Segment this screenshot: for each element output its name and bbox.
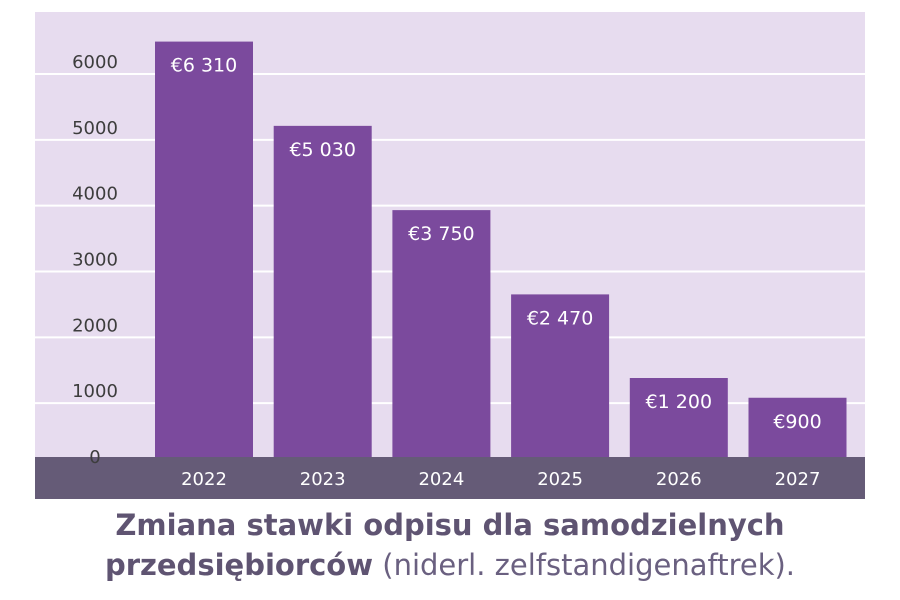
y-tick-label: 5000: [72, 118, 118, 139]
y-tick-label: 2000: [72, 315, 118, 336]
bar-value-label: €5 030: [289, 139, 355, 161]
bar: [511, 294, 610, 457]
caption-line-1: Zmiana stawki odpisu dla samodzielnych: [115, 508, 785, 542]
caption-line-2: przedsiębiorców (niderl. zelfstandigenaf…: [0, 545, 900, 585]
bar-value-label: €3 750: [408, 223, 474, 245]
x-tick-label: 2026: [656, 469, 702, 490]
bar: [748, 397, 847, 457]
bar: [629, 378, 728, 457]
x-tick-label: 2025: [537, 469, 583, 490]
x-tick-label: 2022: [181, 469, 227, 490]
x-tick-label: 2024: [418, 469, 464, 490]
y-tick-label: 0: [89, 447, 100, 468]
y-axis-ticks: 0 1000 2000 3000 4000 5000 6000: [72, 52, 118, 468]
bar-value-label: €6 310: [171, 55, 237, 77]
y-tick-label: 1000: [72, 381, 118, 402]
bars: [155, 41, 847, 457]
bar-value-label: €1 200: [646, 391, 712, 413]
bar: [273, 125, 372, 457]
y-tick-label: 4000: [72, 184, 118, 205]
bar-value-label: €2 470: [527, 307, 593, 329]
caption-line-2-bold: przedsiębiorców: [104, 548, 374, 582]
x-tick-label: 2027: [775, 469, 821, 490]
y-tick-label: 3000: [72, 250, 118, 271]
chart-caption: Zmiana stawki odpisu dla samodzielnych p…: [0, 505, 900, 585]
x-axis-band: [35, 457, 865, 499]
bar: [155, 41, 253, 457]
bar: [392, 210, 491, 457]
bar-value-label: €900: [773, 411, 821, 433]
caption-line-2-light: (niderl. zelfstandigenaftrek).: [373, 548, 796, 582]
value-labels: €6 310 €5 030 €3 750 €2 470 €1 200 €900: [171, 55, 822, 433]
y-tick-label: 6000: [72, 52, 118, 73]
x-tick-label: 2023: [300, 469, 346, 490]
x-axis-ticks: 2022 2023 2024 2025 2026 2027: [181, 469, 820, 490]
